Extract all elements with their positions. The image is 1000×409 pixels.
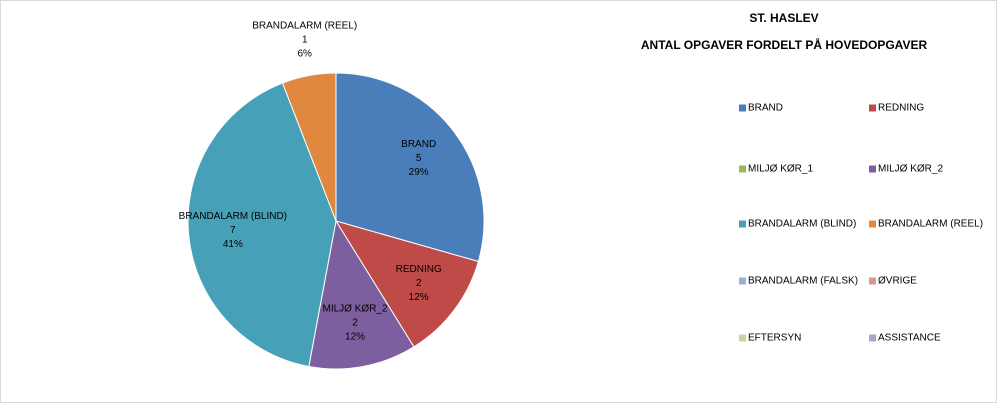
slice-label-name: MILJØ KØR_2 (323, 303, 388, 314)
slice-label-value: 7 (230, 225, 236, 236)
slice-label-name: BRANDALARM (REEL) (252, 20, 357, 31)
chart-title: ST. HASLEV (749, 11, 818, 25)
legend-swatch (869, 277, 876, 285)
legend-label: REDNING (878, 103, 924, 114)
slice-label-value: 5 (416, 153, 422, 164)
pie-slice (334, 220, 479, 348)
slice-label-value: 1 (302, 34, 308, 45)
legend-swatch (739, 277, 746, 285)
chart-subtitle: ANTAL OPGAVER FORDELT PÅ HOVEDOPGAVER (641, 37, 928, 52)
legend-swatch (869, 334, 876, 342)
legend-label: BRANDALARM (REEL) (878, 219, 983, 230)
pie-slice (281, 72, 337, 222)
slice-label-percent: 6% (297, 48, 312, 59)
legend-label: BRAND (748, 103, 783, 114)
slice-label-percent: 41% (223, 239, 243, 250)
legend-swatch (739, 220, 746, 228)
pie-slice (308, 219, 415, 370)
legend-swatch (739, 334, 746, 342)
legend-label: BRANDALARM (FALSK) (748, 276, 858, 287)
slice-label-value: 2 (352, 317, 358, 328)
slice-label-percent: 29% (409, 167, 429, 178)
legend-label: EFTERSYN (748, 333, 801, 344)
legend-swatch (869, 220, 876, 228)
legend-swatch (739, 165, 746, 173)
slice-label-name: BRAND (401, 139, 436, 150)
slice-label-value: 2 (416, 278, 422, 289)
pie-slice (187, 82, 337, 368)
legend-swatch (739, 104, 746, 112)
legend-swatch (869, 104, 876, 112)
slice-label-percent: 12% (345, 331, 365, 342)
legend-label: ØVRIGE (878, 276, 917, 287)
legend-label: MILJØ KØR_2 (878, 164, 943, 175)
legend-label: BRANDALARM (BLIND) (748, 219, 856, 230)
legend-swatch (869, 165, 876, 173)
legend-label: MILJØ KØR_1 (748, 164, 813, 175)
legend-label: ASSISTANCE (878, 333, 941, 344)
slice-label-percent: 12% (409, 292, 429, 303)
slice-label-name: BRANDALARM (BLIND) (179, 211, 287, 222)
pie-slice (335, 72, 485, 263)
slice-label-name: REDNING (396, 264, 442, 275)
